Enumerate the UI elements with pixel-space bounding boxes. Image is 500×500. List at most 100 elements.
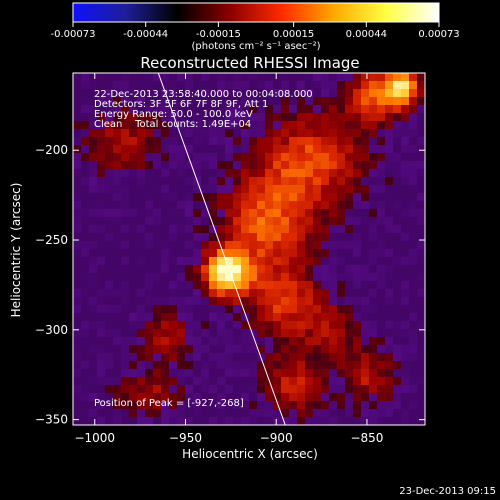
- heatmap-cell: [113, 353, 122, 362]
- heatmap-cell: [225, 417, 234, 425]
- heatmap-cell: [193, 89, 202, 98]
- heatmap-cell: [353, 257, 362, 266]
- heatmap-cell: [337, 417, 346, 425]
- heatmap-cell: [121, 305, 130, 314]
- heatmap-cell: [225, 145, 234, 154]
- heatmap-cell: [145, 321, 154, 330]
- heatmap-cell: [137, 233, 146, 242]
- heatmap-cell: [193, 273, 202, 282]
- heatmap-cell: [393, 129, 402, 138]
- heatmap-cell: [113, 321, 122, 330]
- heatmap-cell: [265, 393, 274, 402]
- x-axis-ticks: −1000 −950 −900 −850: [74, 73, 383, 445]
- heatmap-cell: [249, 145, 258, 154]
- heatmap-cell: [97, 401, 106, 410]
- heatmap-cell: [137, 129, 146, 138]
- heatmap-cell: [201, 313, 210, 322]
- heatmap-cell: [321, 121, 330, 130]
- heatmap-cell: [241, 385, 250, 394]
- heatmap-cell: [401, 185, 410, 194]
- heatmap-cell: [369, 97, 378, 106]
- heatmap-cell: [353, 105, 362, 114]
- heatmap-cell: [129, 265, 138, 274]
- heatmap-cell: [129, 385, 138, 394]
- heatmap-cell: [129, 353, 138, 362]
- heatmap-cell: [137, 329, 146, 338]
- heatmap-cell: [225, 177, 234, 186]
- heatmap-cell: [313, 233, 322, 242]
- info-detectors: Detectors: 3F 5F 6F 7F 8F 9F, Att 1: [94, 99, 268, 110]
- heatmap-cell: [81, 209, 90, 218]
- heatmap-cell: [257, 193, 266, 202]
- heatmap-cell: [233, 345, 242, 354]
- heatmap-cell: [169, 225, 178, 234]
- heatmap-cell: [121, 129, 130, 138]
- heatmap-cell: [401, 377, 410, 386]
- heatmap-cell: [81, 337, 90, 346]
- heatmap-cell: [321, 273, 330, 282]
- heatmap-cell: [329, 185, 338, 194]
- heatmap-cell: [161, 329, 170, 338]
- heatmap-cell: [401, 249, 410, 258]
- heatmap-cell: [201, 185, 210, 194]
- heatmap-cell: [289, 369, 298, 378]
- heatmap-cell: [281, 217, 290, 226]
- heatmap-cell: [313, 113, 322, 122]
- heatmap-cell: [177, 193, 186, 202]
- heatmap-cell: [217, 169, 226, 178]
- heatmap-cell: [313, 129, 322, 138]
- heatmap-cell: [169, 401, 178, 410]
- heatmap-cell: [257, 177, 266, 186]
- heatmap-cell: [97, 329, 106, 338]
- heatmap-cell: [169, 305, 178, 314]
- heatmap-cell: [369, 377, 378, 386]
- heatmap-cell: [273, 369, 282, 378]
- heatmap-cell: [161, 169, 170, 178]
- heatmap-cell: [401, 225, 410, 234]
- info-clean-counts: Clean Total counts: 1.49E+04: [94, 119, 251, 130]
- heatmap-cell: [385, 385, 394, 394]
- heatmap-cell: [97, 153, 106, 162]
- observation-info: 22-Dec-2013 23:58:40.000 to 00:04:08.000…: [94, 89, 313, 130]
- heatmap-cell: [361, 297, 370, 306]
- heatmap-cell: [201, 169, 210, 178]
- heatmap-cell: [337, 105, 346, 114]
- heatmap-cell: [225, 193, 234, 202]
- heatmap-cell: [209, 73, 218, 82]
- heatmap-cell: [353, 161, 362, 170]
- heatmap-cell: [145, 217, 154, 226]
- heatmap-cell: [417, 329, 425, 338]
- heatmap-cell: [89, 145, 98, 154]
- heatmap-cell: [233, 369, 242, 378]
- heatmap-cell: [401, 297, 410, 306]
- heatmap-cell: [257, 113, 266, 122]
- heatmap-cell: [265, 249, 274, 258]
- heatmap-cell: [281, 337, 290, 346]
- heatmap-cell: [161, 353, 170, 362]
- heatmap-cell: [329, 409, 338, 418]
- heatmap-cell: [233, 409, 242, 418]
- heatmap-cell: [81, 385, 90, 394]
- heatmap-cell: [193, 209, 202, 218]
- heatmap-cell: [113, 193, 122, 202]
- heatmap-cell: [337, 289, 346, 298]
- heatmap-cell: [145, 89, 154, 98]
- heatmap-cell: [193, 97, 202, 106]
- heatmap-cell: [361, 129, 370, 138]
- heatmap-cell: [353, 265, 362, 274]
- heatmap-cell: [417, 217, 425, 226]
- heatmap-cell: [321, 265, 330, 274]
- heatmap-cell: [265, 401, 274, 410]
- heatmap-cell: [81, 177, 90, 186]
- heatmap-cell: [393, 369, 402, 378]
- heatmap-cell: [129, 169, 138, 178]
- colorbar-tick-label: 0.00073: [418, 29, 459, 40]
- heatmap-cell: [297, 185, 306, 194]
- heatmap-cell: [329, 129, 338, 138]
- colorbar-tick-label: -0.00073: [51, 29, 96, 40]
- heatmap-cell: [209, 89, 218, 98]
- heatmap-cell: [193, 185, 202, 194]
- heatmap-cell: [281, 201, 290, 210]
- heatmap-cell: [257, 137, 266, 146]
- heatmap-cell: [129, 177, 138, 186]
